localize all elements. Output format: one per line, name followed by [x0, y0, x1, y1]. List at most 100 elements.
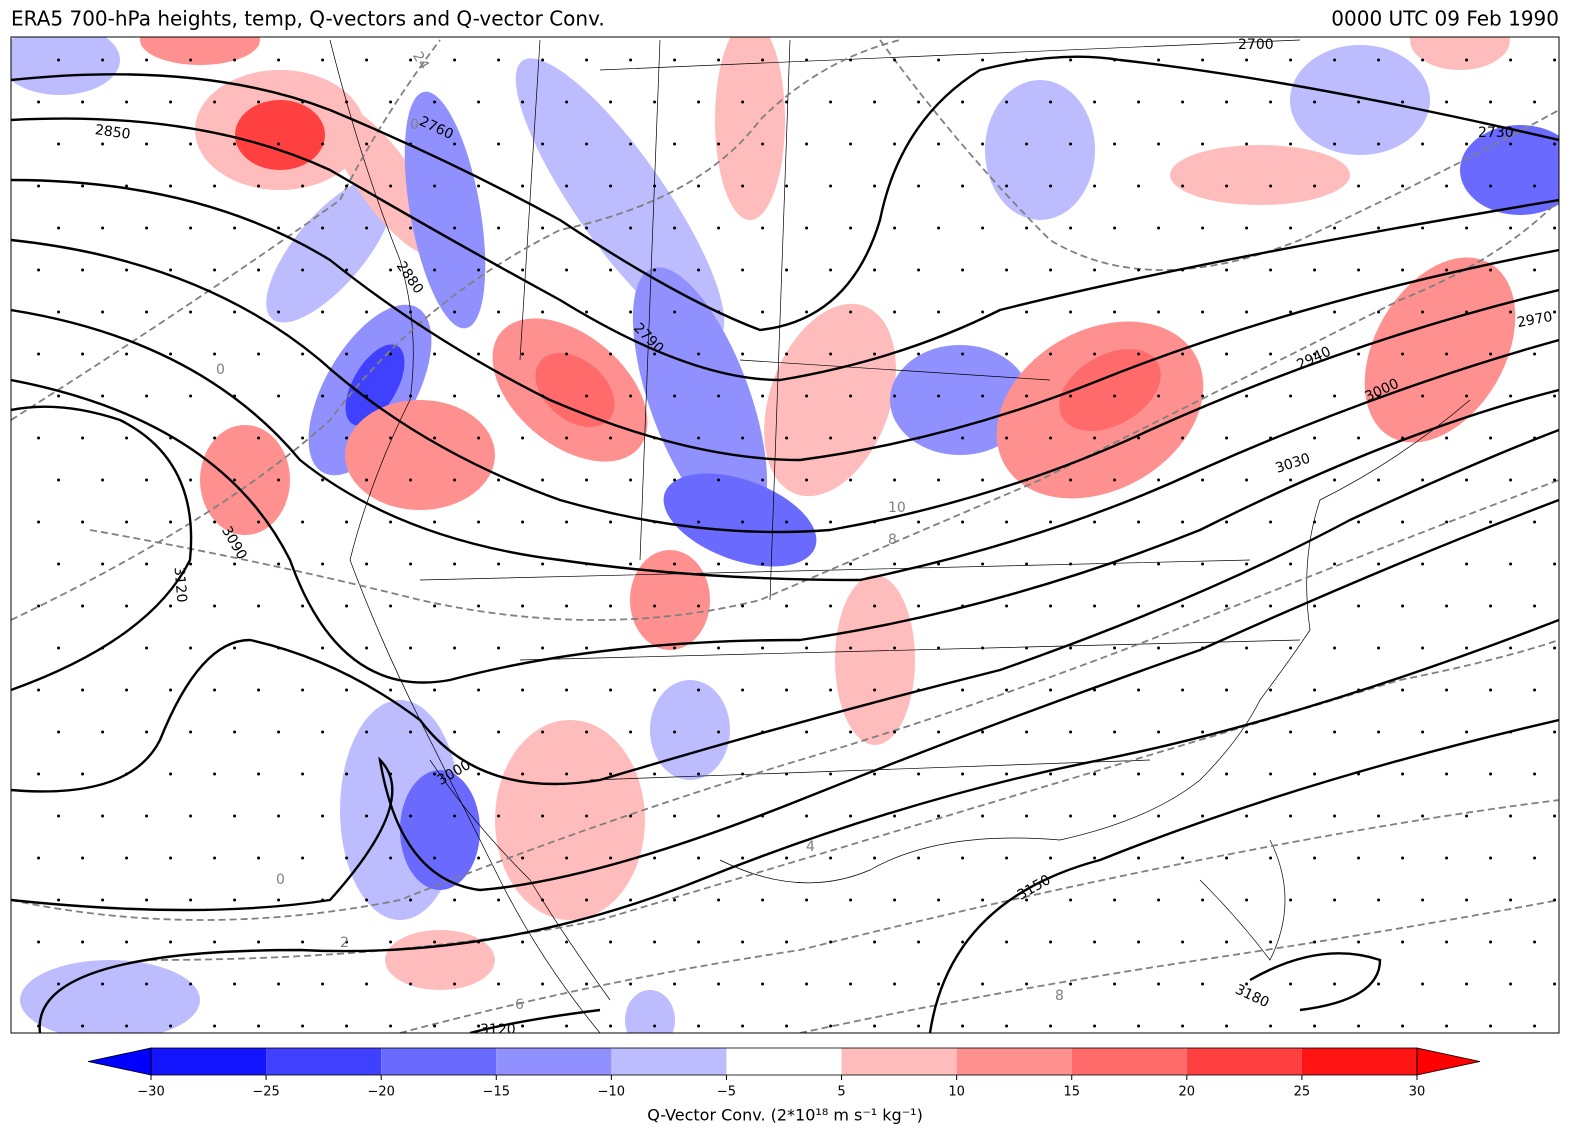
blob [1170, 145, 1350, 205]
vector-dot [961, 1024, 965, 1028]
vector-dot [477, 268, 481, 272]
vector-dot [433, 772, 437, 776]
height-contour [11, 117, 1559, 382]
title: ERA5 700-hPa heights, temp, Q-vectors an… [11, 7, 605, 31]
blob [535, 353, 615, 427]
vector-dot [321, 646, 325, 650]
vector-dot [277, 58, 281, 62]
vector-dot [653, 100, 657, 104]
vector-dot [1313, 604, 1317, 608]
vector-dot [433, 100, 437, 104]
vector-dot [213, 268, 217, 272]
vector-dot [761, 478, 765, 482]
vector-dot [829, 436, 833, 440]
vector-dot [189, 58, 193, 62]
colorbar-bin [151, 1048, 267, 1075]
colorbar-tick-label: 10 [948, 1085, 965, 1100]
vector-dot [1113, 394, 1117, 398]
vector-dot [1289, 814, 1293, 818]
vector-dot [761, 814, 765, 818]
vector-dot [81, 940, 85, 944]
vector-dot [37, 184, 41, 188]
vector-dot [541, 58, 545, 62]
vector-dot [937, 58, 941, 62]
vector-dot [257, 940, 261, 944]
vector-dot [213, 100, 217, 104]
vector-dot [785, 688, 789, 692]
vector-dot [1113, 814, 1117, 818]
vector-dot [1421, 814, 1425, 818]
vector-dot [1357, 436, 1361, 440]
vector-dot [1181, 352, 1185, 356]
vector-dot [673, 646, 677, 650]
vector-dot [81, 184, 85, 188]
vector-dot [37, 520, 41, 524]
vector-dot [453, 646, 457, 650]
vector-dot [101, 226, 105, 230]
vector-dot [233, 898, 237, 902]
vector-dot [1489, 604, 1493, 608]
vector-dot [169, 352, 173, 356]
vector-dot [717, 562, 721, 566]
vector-dot [1025, 310, 1029, 314]
vector-dot [433, 352, 437, 356]
vector-dot [1181, 772, 1185, 776]
vector-dot [1181, 184, 1185, 188]
vector-dot [301, 940, 305, 944]
vector-dot [829, 184, 833, 188]
vector-dot [1225, 940, 1229, 944]
vector-dot [761, 226, 765, 230]
vector-dot [961, 856, 965, 860]
vector-dot [497, 730, 501, 734]
vector-dot [653, 352, 657, 356]
vector-dot [741, 100, 745, 104]
vector-dot [1533, 436, 1537, 440]
temp-contour [11, 39, 901, 621]
vector-dot [1421, 478, 1425, 482]
vector-dot [1113, 478, 1117, 482]
vector-dot [893, 310, 897, 314]
vector-dot [1421, 58, 1425, 62]
vector-dot [1201, 478, 1205, 482]
vector-dot [521, 1024, 525, 1028]
vector-dot [301, 100, 305, 104]
vector-dot [1157, 730, 1161, 734]
vector-dot [653, 1024, 657, 1028]
vector-dot [453, 142, 457, 146]
temp-label: 24 [409, 49, 432, 73]
qconv-fill [11, 37, 1559, 1033]
vector-dot [1421, 982, 1425, 986]
vector-dot [1445, 268, 1449, 272]
height-contour [469, 1008, 601, 1033]
vector-dot [101, 814, 105, 818]
vector-dot [893, 562, 897, 566]
temp-label: 0 [216, 362, 225, 378]
vector-dot [673, 730, 677, 734]
vector-dot [521, 520, 525, 524]
vector-dot [829, 688, 833, 692]
vector-dot [629, 478, 633, 482]
vector-dot [805, 730, 809, 734]
vector-dot [1553, 646, 1557, 650]
vector-dot [233, 814, 237, 818]
vector-dot [345, 688, 349, 692]
vector-dot [1245, 646, 1249, 650]
vector-dot [937, 142, 941, 146]
blob [515, 58, 725, 342]
temp-label: 0 [410, 117, 419, 133]
vector-dot [257, 604, 261, 608]
vector-dot [717, 310, 721, 314]
vector-dot [1069, 478, 1073, 482]
vector-dot [609, 520, 613, 524]
vector-dot [81, 856, 85, 860]
vector-dot [345, 772, 349, 776]
vector-dot [1313, 856, 1317, 860]
vector-dot [1357, 604, 1361, 608]
height-contour [11, 308, 1559, 582]
vector-dot [1269, 268, 1273, 272]
vector-dot [1357, 772, 1361, 776]
vector-dot [981, 646, 985, 650]
vector-dot [57, 310, 61, 314]
vector-dot [57, 142, 61, 146]
vector-dot [1113, 310, 1117, 314]
